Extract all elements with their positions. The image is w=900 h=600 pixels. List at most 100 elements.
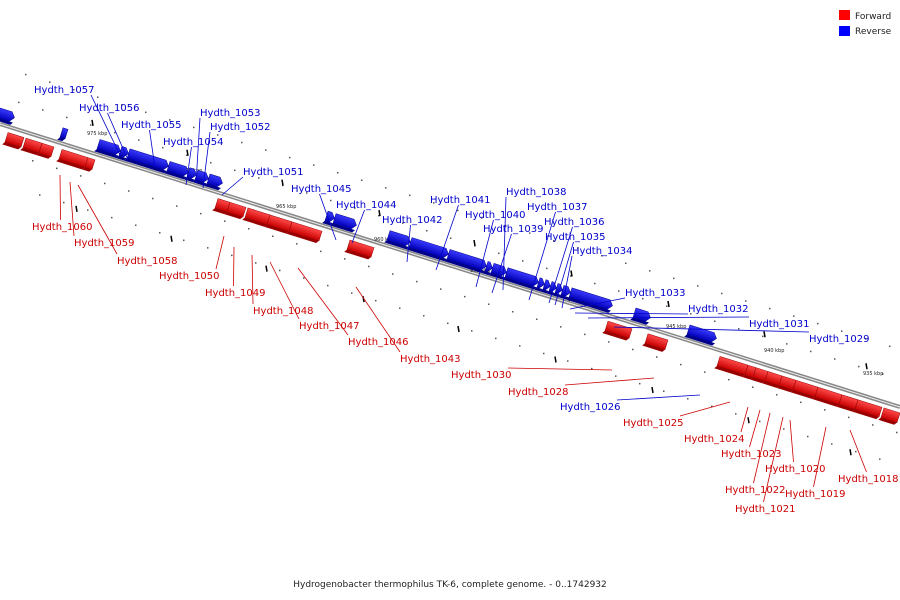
gene-label[interactable]: Hydth_1059 [74, 238, 135, 249]
gene-label[interactable]: Hydth_1042 [382, 215, 443, 226]
gene-label[interactable]: Hydth_1026 [560, 402, 621, 413]
gene-label[interactable]: Hydth_1043 [400, 354, 461, 365]
gene-label[interactable]: Hydth_1019 [785, 489, 846, 500]
forward-gene-glyph[interactable] [776, 375, 797, 393]
leader-line [753, 412, 771, 484]
tick-mark [91, 119, 94, 127]
gene-label[interactable]: Hydth_1029 [809, 334, 870, 345]
leader-line [435, 204, 459, 271]
forward-gene-glyph[interactable] [750, 367, 769, 384]
gene-label[interactable]: Hydth_1060 [32, 222, 93, 233]
gene-label[interactable]: Hydth_1055 [121, 120, 182, 131]
gene-label[interactable]: Hydth_1023 [721, 449, 782, 460]
reverse-gene-glyph[interactable] [534, 277, 546, 292]
forward-gene-glyph[interactable] [242, 207, 271, 227]
gene-label[interactable]: Hydth_1056 [79, 103, 140, 114]
reverse-gene-glyph[interactable] [406, 237, 450, 262]
gene-label[interactable]: Hydth_1047 [299, 321, 360, 332]
legend-reverse-label: Reverse [855, 27, 892, 37]
gene-label[interactable]: Hydth_1038 [506, 187, 567, 198]
forward-gene-glyph[interactable] [82, 157, 96, 172]
scale-dot [39, 194, 41, 196]
scale-dot [519, 345, 521, 347]
gene-label[interactable]: Hydth_1031 [749, 319, 810, 330]
gene-label[interactable]: Hydth_1057 [34, 85, 95, 96]
gene-label[interactable]: Hydth_1020 [765, 464, 826, 475]
reverse-gene-glyph[interactable] [164, 161, 190, 180]
gene-label[interactable]: Hydth_1018 [838, 474, 899, 485]
scale-dot [426, 229, 428, 232]
scale-dot [128, 190, 130, 192]
reverse-gene-glyph[interactable] [444, 249, 488, 274]
reverse-gene-glyph[interactable] [502, 267, 540, 290]
forward-gene-glyph[interactable] [878, 407, 900, 425]
leader-line [789, 419, 794, 463]
gene-label[interactable]: Hydth_1036 [544, 217, 605, 228]
gene-label[interactable]: Hydth_1032 [688, 304, 749, 315]
reverse-gene-glyph[interactable] [330, 213, 358, 233]
reverse-gene-glyph[interactable] [57, 127, 69, 142]
leader-line [107, 112, 129, 161]
forward-gene-glyph[interactable] [224, 202, 247, 220]
gene-label[interactable]: Hydth_1041 [430, 195, 491, 206]
gene-label[interactable]: Hydth_1033 [625, 288, 686, 299]
forward-gene-glyph[interactable] [2, 132, 25, 150]
gene-label[interactable]: Hydth_1053 [200, 108, 261, 119]
gene-label[interactable]: Hydth_1044 [336, 200, 397, 211]
gene-label[interactable]: Hydth_1040 [465, 210, 526, 221]
forward-gene-glyph[interactable] [642, 333, 669, 352]
forward-gene-glyph[interactable] [20, 137, 43, 156]
gene-label[interactable]: Hydth_1039 [483, 224, 544, 235]
reverse-gene-glyph[interactable] [204, 173, 224, 191]
gene-label[interactable]: Hydth_1058 [117, 256, 178, 267]
scale-dot [471, 330, 473, 332]
scale-dot [594, 282, 596, 285]
gene-label[interactable]: Hydth_1049 [205, 288, 266, 299]
gene-label[interactable]: Hydth_1034 [572, 246, 633, 257]
gene-label[interactable]: Hydth_1024 [684, 434, 745, 445]
gene-label[interactable]: Hydth_1035 [545, 232, 606, 243]
forward-gene-glyph[interactable] [36, 142, 55, 160]
forward-gene-glyph[interactable] [852, 399, 883, 420]
forward-gene-glyph[interactable] [836, 394, 859, 412]
gene-label[interactable]: Hydth_1048 [253, 306, 314, 317]
gene-label[interactable]: Hydth_1045 [291, 184, 352, 195]
scale-dot [186, 154, 188, 156]
gene-label[interactable]: Hydth_1022 [725, 485, 786, 496]
reverse-gene-glyph[interactable] [540, 279, 552, 294]
gene-label[interactable]: Hydth_1052 [210, 122, 271, 133]
reverse-gene-glyph[interactable] [558, 285, 572, 301]
scale-dot [409, 194, 411, 197]
gene-label[interactable]: Hydth_1054 [163, 137, 224, 148]
leader-line [406, 224, 411, 263]
gene-label[interactable]: Hydth_1025 [623, 418, 684, 429]
forward-gene-glyph[interactable] [344, 239, 375, 260]
scale-dot [87, 209, 89, 211]
forward-gene-glyph[interactable] [286, 221, 323, 244]
reverse-gene-glyph[interactable] [0, 107, 16, 125]
forward-gene-glyph[interactable] [602, 320, 633, 342]
scale-dot [162, 146, 164, 149]
gene-label[interactable]: Hydth_1051 [243, 167, 304, 178]
leader-line [613, 326, 810, 333]
gene-label[interactable]: Hydth_1037 [527, 202, 588, 213]
forward-gene-glyph[interactable] [762, 371, 783, 388]
leader-line [195, 117, 201, 184]
scale-dot [488, 303, 490, 305]
gene-features [0, 107, 900, 425]
forward-gene-glyph[interactable] [212, 198, 231, 215]
scale-dot [303, 277, 305, 279]
gene-label[interactable]: Hydth_1046 [348, 337, 409, 348]
scale-dot [745, 300, 747, 302]
scale-dot [841, 330, 843, 332]
gene-label[interactable]: Hydth_1050 [159, 271, 220, 282]
reverse-gene-glyph[interactable] [384, 230, 412, 250]
scale-dot [879, 458, 881, 460]
reverse-gene-glyph[interactable] [124, 148, 170, 174]
gene-label[interactable]: Hydth_1021 [735, 504, 796, 515]
gene-label[interactable]: Hydth_1030 [451, 370, 512, 381]
scale-dot [714, 320, 716, 323]
gene-label[interactable]: Hydth_1028 [508, 387, 569, 398]
reverse-gene-glyph[interactable] [482, 261, 494, 276]
tick-label: 935 kbp [863, 371, 883, 377]
